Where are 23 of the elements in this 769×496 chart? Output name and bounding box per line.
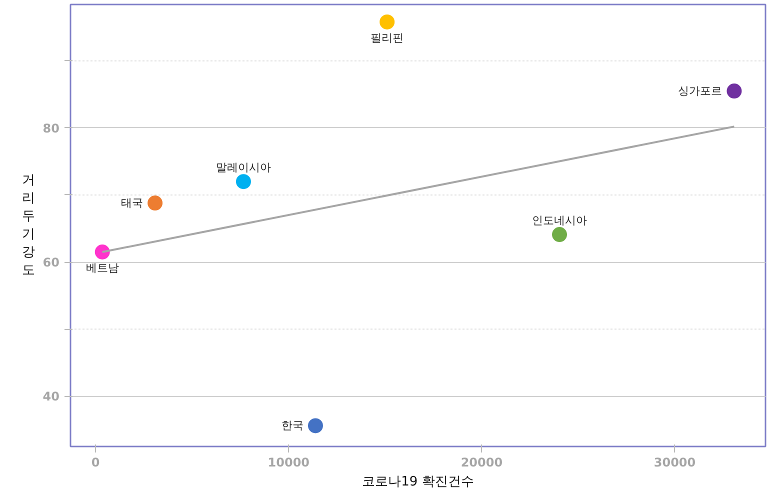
x-tick-label: 20000 [460, 456, 503, 470]
x-tick-label: 30000 [654, 456, 696, 470]
series-label: 말레이시아 [216, 161, 271, 174]
y-axis-title: 거리두기강도 [22, 173, 35, 278]
series-label: 한국 [281, 419, 304, 432]
x-tick-label: 10000 [268, 456, 310, 470]
point [308, 418, 323, 434]
y-tick-label: 40 [42, 390, 60, 404]
point [552, 227, 568, 242]
x-axis-title: 코로나19 확진건수 [362, 474, 474, 490]
point [148, 196, 163, 211]
point [236, 174, 251, 190]
series-label: 태국 [121, 196, 144, 210]
y-tick-label: 60 [42, 256, 60, 270]
series-label: 베트남 [86, 261, 119, 274]
point [94, 244, 110, 260]
series-label: 싱가포르 [678, 84, 722, 98]
x-tick-label: 0 [91, 456, 100, 470]
point [726, 84, 742, 99]
y-tick-label: 80 [42, 121, 60, 136]
series-label: 필리핀 [370, 31, 404, 44]
series-label: 인도네시아 [532, 214, 588, 228]
point [380, 14, 395, 30]
